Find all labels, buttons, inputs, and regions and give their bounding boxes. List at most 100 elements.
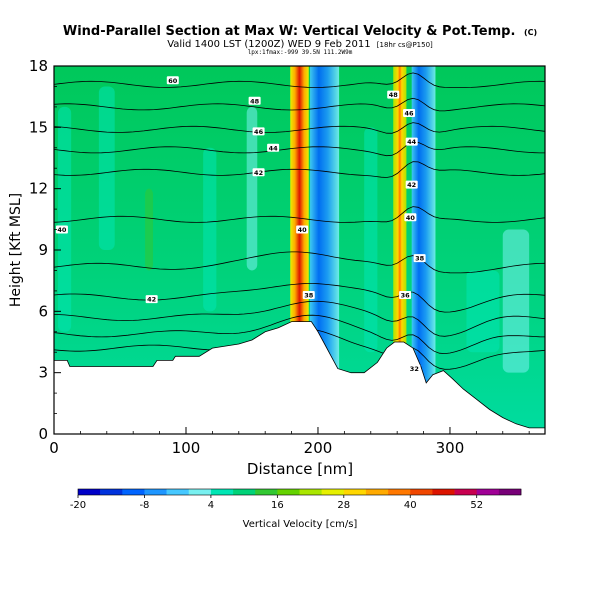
colorbar-swatch <box>388 489 411 495</box>
y-tick-label: 12 <box>29 180 48 198</box>
y-tick-label: 0 <box>38 425 48 443</box>
colorbar-swatch <box>365 489 389 495</box>
y-axis-label: Height [Kft MSL] <box>8 193 24 307</box>
contour-label-text: 42 <box>147 296 156 304</box>
contour-label-box <box>413 254 426 263</box>
y-tick-label: 15 <box>29 118 48 136</box>
colorbar: -20 -8 4 16 28 40 52 <box>70 488 522 511</box>
contour-label: 36 <box>399 290 412 299</box>
colorbar-swatch <box>321 489 345 495</box>
theta-contour-line <box>54 206 545 223</box>
contour-label-box <box>252 127 265 136</box>
colorbar-tick-label: 52 <box>470 500 483 511</box>
contour-label: 40 <box>296 225 309 234</box>
theta-contour-line <box>54 251 545 274</box>
contour-label: 60 <box>166 76 179 85</box>
y-tick-label: 3 <box>38 364 48 382</box>
colorbar-swatch <box>166 489 190 495</box>
colorbar-tick-label: 16 <box>271 500 284 511</box>
x-tick-label: 200 <box>304 439 333 457</box>
chart-subline: lpx:1fmax:-999 39.5N 111.2W9m <box>248 49 353 56</box>
contour-label: 38 <box>302 290 315 299</box>
contour-label-text: 38 <box>415 255 425 263</box>
colorbar-tick-label: -20 <box>70 500 86 511</box>
contour-label-text: 40 <box>57 226 67 234</box>
colorbar-frame <box>77 488 522 496</box>
terrain <box>54 321 545 434</box>
y-tick-label: 6 <box>38 302 48 320</box>
colorbar-swatch <box>476 489 500 495</box>
contour-label-text: 46 <box>405 110 415 118</box>
chart-subtitle: Valid 1400 LST (1200Z) WED 9 Feb 2011 [1… <box>167 39 433 50</box>
velocity-patch <box>466 270 500 353</box>
contour-label-text: 38 <box>304 291 314 299</box>
contour-label-box <box>387 90 400 99</box>
colorbar-swatch <box>144 489 167 495</box>
colorbar-swatch <box>277 489 300 495</box>
contour-label-box <box>252 168 265 177</box>
x-tick-label: 0 <box>49 439 59 457</box>
contour-label-text: 60 <box>168 77 178 85</box>
contour-label-text: 40 <box>406 214 416 222</box>
theta-contour-line <box>54 72 545 88</box>
x-axis: 0 100 200 300 <box>49 427 530 457</box>
contour-label: 40 <box>404 213 417 222</box>
contour-label-box <box>405 180 418 189</box>
chart-title: Wind-Parallel Section at Max W: Vertical… <box>63 24 537 39</box>
x-axis-label: Distance [nm] <box>247 460 353 478</box>
velocity-patch <box>502 229 530 373</box>
contour-label-box <box>408 364 421 373</box>
contour-label-box <box>404 213 417 222</box>
colorbar-swatch <box>410 489 433 495</box>
velocity-patch <box>246 106 258 271</box>
velocity-patch <box>364 127 378 353</box>
theta-contour-line <box>54 161 545 178</box>
colorbar-tick-label: 28 <box>337 500 350 511</box>
contour-label-box <box>405 137 418 146</box>
contour-label-text: 48 <box>389 91 399 99</box>
colorbar-swatch <box>299 489 322 495</box>
theta-contour-line <box>54 141 545 157</box>
x-tick-label: 300 <box>436 439 465 457</box>
colorbar-tick-label: -8 <box>139 500 149 511</box>
theta-contour-line <box>54 314 545 355</box>
contour-label-text: 40 <box>298 226 308 234</box>
contour-label-text: 42 <box>407 181 416 189</box>
contour-label-box <box>145 295 158 304</box>
velocity-patch <box>203 147 217 312</box>
contour-label-box <box>296 225 309 234</box>
contour-label: 40 <box>55 225 68 234</box>
velocity-patch <box>145 188 153 271</box>
contour-label: 44 <box>405 137 418 146</box>
contour-label-box <box>55 225 68 234</box>
downdraft-column <box>411 66 436 434</box>
colorbar-label: Vertical Velocity [cm/s] <box>243 519 358 530</box>
y-tick-label: 9 <box>38 241 48 259</box>
velocity-patch <box>57 106 72 332</box>
theta-contour-line <box>54 122 545 134</box>
contour-label-box <box>403 109 416 118</box>
theta-contour-line <box>54 300 545 337</box>
colorbar-tick-label: 4 <box>208 500 214 511</box>
contour-label-text: 44 <box>407 138 417 146</box>
colorbar-swatch <box>122 489 145 495</box>
contour-label: 48 <box>248 96 261 105</box>
contour-label-text: 32 <box>410 365 419 373</box>
contour-label: 46 <box>403 109 416 118</box>
contour-label-text: 48 <box>250 97 260 105</box>
contour-label-text: 36 <box>401 291 411 299</box>
contour-label-box <box>399 290 412 299</box>
contour-label-box <box>302 290 315 299</box>
contour-label: 46 <box>252 127 265 136</box>
colorbar-swatch <box>188 489 212 495</box>
colorbar-swatch <box>454 489 477 495</box>
colorbar-swatch <box>255 489 278 495</box>
colorbar-tick-label: 40 <box>404 500 417 511</box>
colorbar-swatch <box>100 489 123 495</box>
contour-label-text: 46 <box>254 128 264 136</box>
contour-label: 38 <box>413 254 426 263</box>
theta-contours <box>54 72 545 370</box>
colorbar-swatch <box>78 489 101 495</box>
contour-labels: 60 48 46 44 42 40 42 40 38 48 46 44 42 40 38 36 32 <box>55 76 426 373</box>
theta-contour-line <box>54 97 545 112</box>
